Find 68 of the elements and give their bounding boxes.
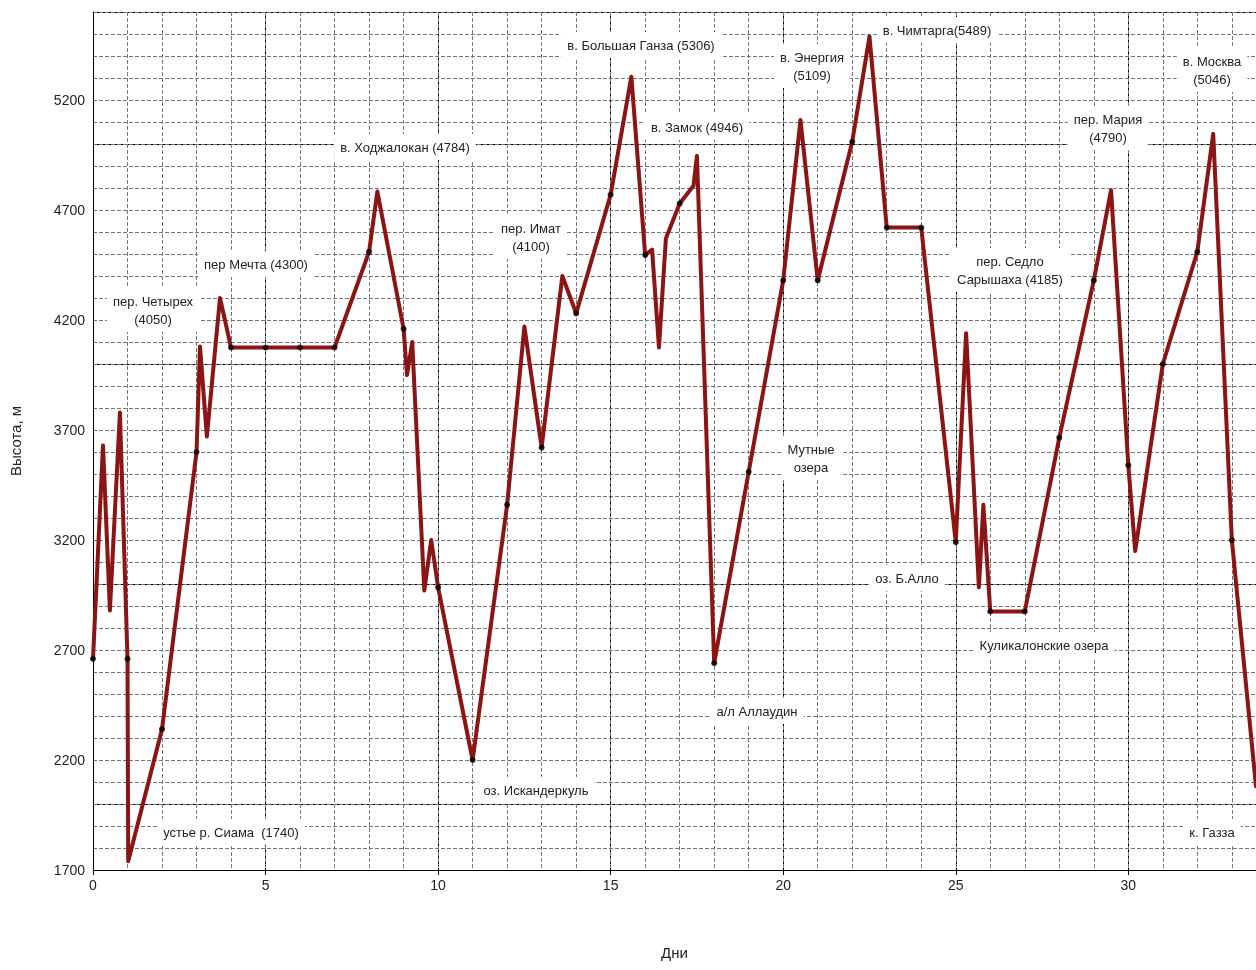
annotation: пер Мечта (4300) — [204, 256, 308, 272]
point — [780, 277, 787, 284]
annotation: оз. Б.Алло — [875, 570, 939, 586]
x-tick-label: 20 — [775, 877, 792, 893]
point — [538, 444, 545, 451]
annotation: пер. Четырех (4050) — [112, 293, 194, 327]
point — [952, 539, 959, 546]
point — [573, 310, 580, 317]
annotation: в. Ходжалокан (4784) — [340, 139, 470, 155]
annotation: в. Москва (5046) — [1182, 53, 1243, 87]
point — [1159, 361, 1166, 367]
y-tick-label: 4200 — [53, 312, 86, 328]
annotation: Мутные озера — [787, 441, 835, 475]
y-tick-label: 2200 — [53, 752, 86, 768]
point — [366, 248, 373, 255]
point — [435, 584, 442, 591]
point — [90, 655, 96, 662]
point — [504, 501, 511, 508]
point — [676, 200, 683, 207]
point — [1228, 537, 1235, 543]
point — [400, 325, 407, 332]
point — [814, 277, 821, 284]
x-tick-label: 0 — [89, 877, 98, 893]
point — [1090, 277, 1097, 284]
y-tick-label: 3700 — [53, 422, 86, 438]
y-axis-title: Высота, м — [7, 405, 24, 477]
point — [469, 757, 476, 763]
x-tick-label: 10 — [430, 877, 447, 893]
point — [193, 449, 200, 455]
annotation: в. Энергия (5109) — [779, 49, 845, 83]
point — [918, 224, 925, 231]
annotation: устье р. Сиама (1740) — [163, 824, 299, 840]
annotation: пер. Мария (4790) — [1073, 111, 1143, 145]
y-tick-label: 1700 — [53, 862, 86, 878]
x-tick-label: 15 — [602, 877, 619, 893]
point — [849, 138, 856, 145]
annotation: пер. Имат (4100) — [501, 220, 561, 254]
point — [262, 344, 269, 351]
point — [1125, 462, 1132, 469]
point — [1021, 608, 1028, 615]
point — [607, 191, 614, 198]
annotation: в. Большая Ганза (5306) — [567, 37, 715, 53]
annotation: в. Замок (4946) — [650, 119, 744, 135]
point — [331, 344, 338, 351]
point — [1056, 434, 1063, 441]
annotation: к. Газза — [1189, 824, 1236, 840]
x-tick-label: 25 — [947, 877, 964, 893]
point — [297, 344, 304, 351]
y-tick-label: 2700 — [53, 642, 86, 658]
point — [124, 655, 131, 662]
point — [711, 660, 718, 667]
annotation: пер. Седло Сарышаха (4185) — [957, 253, 1063, 287]
point — [1194, 248, 1201, 255]
y-tick-label: 5200 — [53, 92, 86, 108]
x-tick-label: 30 — [1120, 877, 1137, 893]
y-tick-label: 3200 — [53, 532, 86, 548]
point — [159, 726, 166, 733]
point — [745, 468, 752, 475]
y-tick-label: 4700 — [53, 202, 86, 218]
annotation: Куликалонские озера — [979, 637, 1110, 653]
point — [883, 224, 890, 231]
point — [228, 344, 235, 351]
point — [642, 252, 649, 259]
x-tick-label: 5 — [261, 877, 270, 893]
annotation: оз. Искандеркуль — [483, 782, 589, 798]
annotation: а/л Аллаудин — [716, 703, 798, 719]
x-axis-title: Дни — [661, 944, 688, 961]
annotation: в. Чимтарга(5489) — [882, 22, 992, 38]
